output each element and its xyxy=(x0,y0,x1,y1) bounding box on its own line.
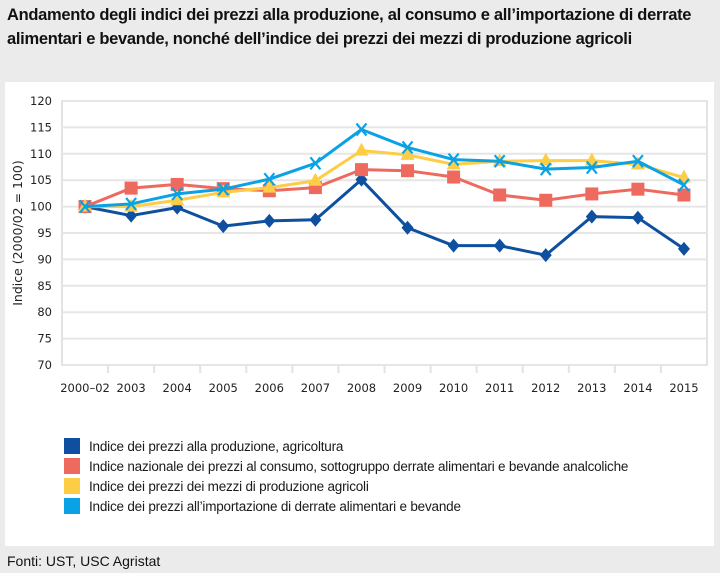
legend-swatch xyxy=(64,458,80,474)
data-point-square xyxy=(447,170,461,184)
x-tick-label: 2015 xyxy=(669,381,698,395)
data-point-x xyxy=(217,182,230,196)
data-point-square xyxy=(170,177,184,191)
data-point-x xyxy=(401,140,414,155)
data-point-triangle xyxy=(262,179,277,193)
data-point-diamond xyxy=(631,210,644,225)
data-point-diamond xyxy=(585,209,598,224)
legend-item: Indice nazionale dei prezzi al consumo, … xyxy=(64,456,628,476)
data-point-triangle xyxy=(538,152,553,166)
legend-swatch xyxy=(64,478,80,494)
data-point-x xyxy=(171,187,184,201)
chart-title: Andamento degli indici dei prezzi alla p… xyxy=(7,6,692,48)
data-point-square xyxy=(354,163,368,177)
y-tick-label: 105 xyxy=(30,173,52,187)
data-point-diamond xyxy=(677,241,690,256)
y-tick-label: 115 xyxy=(30,120,52,134)
x-tick-label: 2007 xyxy=(301,381,330,395)
data-point-x xyxy=(355,122,368,137)
data-point-square xyxy=(631,182,645,196)
x-tick-label: 2006 xyxy=(255,381,284,395)
x-tick-label: 2000–02 xyxy=(60,381,110,395)
series-group xyxy=(78,122,691,263)
data-point-x xyxy=(632,154,644,168)
data-point-diamond xyxy=(447,238,460,253)
data-point-x xyxy=(678,178,690,192)
source-note: Fonti: UST, USC Agristat xyxy=(7,553,161,569)
legend-label: Indice nazionale dei prezzi al consumo, … xyxy=(89,458,629,474)
data-point-diamond xyxy=(263,213,276,228)
x-tick-label: 2003 xyxy=(116,381,145,395)
data-point-square xyxy=(401,164,415,178)
legend-label: Indice dei prezzi all’importazione di de… xyxy=(89,498,461,514)
data-point-x xyxy=(309,156,322,171)
data-point-triangle xyxy=(400,146,415,160)
x-tick-label: 2013 xyxy=(577,381,606,395)
x-tick-label: 2009 xyxy=(393,381,422,395)
x-axis-ticks: 2000–02 2003 2004 2005 2006 2007 2008 2009 2010 2… xyxy=(60,365,699,395)
data-point-square xyxy=(124,181,138,195)
legend-item: Indice dei prezzi dei mezzi di produzion… xyxy=(64,476,628,496)
y-tick-label: 75 xyxy=(37,332,52,346)
series-line xyxy=(84,128,685,209)
data-point-triangle xyxy=(170,192,185,206)
x-tick-label: 2005 xyxy=(209,381,238,395)
legend-swatch xyxy=(64,438,80,454)
data-point-diamond xyxy=(355,172,368,187)
data-point-square xyxy=(585,187,599,201)
data-point-diamond xyxy=(309,212,322,227)
data-point-x xyxy=(447,152,460,167)
data-point-triangle xyxy=(446,156,461,170)
legend-swatch xyxy=(64,498,80,514)
series-4 xyxy=(79,122,690,214)
data-point-triangle xyxy=(308,172,323,186)
x-tick-label: 2010 xyxy=(439,381,468,395)
legend-label: Indice dei prezzi dei mezzi di produzion… xyxy=(89,478,369,494)
legend-item: Indice dei prezzi alla produzione, agric… xyxy=(64,436,628,456)
x-tick-label: 2008 xyxy=(347,381,376,395)
y-axis-title: Indice (2000/02 = 100) xyxy=(10,160,25,306)
data-point-square xyxy=(677,188,691,202)
data-point-diamond xyxy=(493,238,506,253)
series-line xyxy=(85,149,685,209)
x-tick-label: 2004 xyxy=(163,381,192,395)
y-tick-label: 100 xyxy=(30,200,52,214)
series-line xyxy=(84,168,685,208)
data-point-x xyxy=(585,160,598,175)
data-point-square xyxy=(493,188,507,202)
data-point-x xyxy=(263,172,276,186)
y-tick-label: 80 xyxy=(37,305,52,319)
data-point-diamond xyxy=(217,219,230,234)
y-tick-label: 120 xyxy=(30,94,52,108)
gridlines xyxy=(61,100,708,366)
data-point-diamond xyxy=(539,248,552,263)
data-point-square xyxy=(539,193,553,207)
y-tick-label: 95 xyxy=(37,226,52,240)
legend-label: Indice dei prezzi alla produzione, agric… xyxy=(89,438,344,454)
y-tick-label: 70 xyxy=(37,358,52,372)
legend: Indice dei prezzi alla produzione, agric… xyxy=(64,436,628,516)
data-point-diamond xyxy=(125,208,138,223)
y-axis-ticks: 70 75 80 85 90 95 100 105 110 115 120 xyxy=(30,94,52,372)
x-tick-label: 2014 xyxy=(623,381,652,395)
data-point-x xyxy=(79,199,91,214)
legend-item: Indice dei prezzi all’importazione di de… xyxy=(64,496,628,516)
data-point-diamond xyxy=(401,220,414,235)
chart-panel xyxy=(5,82,714,546)
y-tick-label: 85 xyxy=(37,279,52,293)
y-tick-label: 110 xyxy=(30,147,52,161)
data-point-x xyxy=(493,154,506,168)
series-line xyxy=(84,178,685,257)
data-point-x xyxy=(125,197,137,211)
y-tick-label: 90 xyxy=(37,252,52,266)
x-tick-label: 2011 xyxy=(485,381,514,395)
data-point-x xyxy=(539,162,552,176)
x-tick-label: 2012 xyxy=(531,381,560,395)
data-point-triangle xyxy=(354,142,369,156)
